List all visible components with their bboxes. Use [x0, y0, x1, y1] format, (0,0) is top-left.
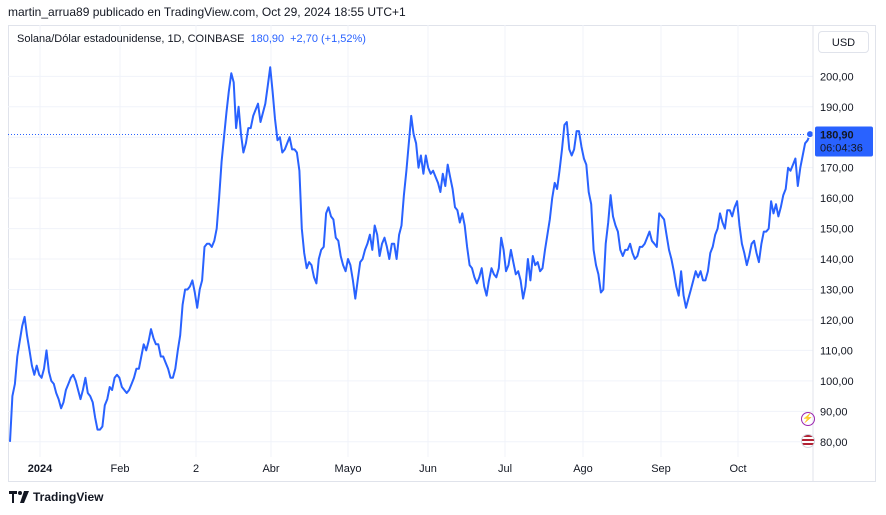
x-tick-label: Sep — [651, 463, 671, 475]
legend-change: +2,70 (+1,52%) — [290, 33, 366, 45]
tradingview-logo-icon — [9, 491, 29, 503]
chart-frame — [8, 25, 876, 482]
tradingview-logo-text: TradingView — [33, 490, 104, 504]
x-tick-label: 2 — [193, 463, 199, 475]
y-tick-label: 110,00 — [820, 345, 853, 357]
x-tick-label: Abr — [262, 463, 279, 475]
y-tick-label: 150,00 — [820, 224, 854, 236]
us-flag-icon[interactable] — [801, 434, 815, 448]
publisher-credit: martin_arrua89 publicado en TradingView.… — [8, 5, 406, 19]
symbol-title: Solana/Dólar estadounidense, 1D, COINBAS… — [17, 33, 245, 45]
x-tick-label: Ago — [573, 463, 593, 475]
bar-countdown: 06:04:36 — [820, 142, 863, 154]
y-tick-label: 190,00 — [820, 102, 854, 114]
tradingview-logo[interactable]: TradingView — [9, 490, 103, 504]
legend-price: 180,90 — [250, 33, 285, 45]
y-tick-label: 120,00 — [820, 315, 854, 327]
y-tick-label: 90,00 — [820, 406, 848, 418]
time-axis[interactable]: 2024 Feb 2 Abr Mayo Jun Jul Ago Sep Oct — [28, 463, 747, 475]
x-tick-label: Jul — [498, 463, 512, 475]
y-tick-label: 170,00 — [820, 163, 854, 175]
y-tick-label: 160,00 — [820, 193, 854, 205]
x-tick-label: 2024 — [28, 463, 53, 475]
y-tick-label: 200,00 — [820, 71, 854, 83]
y-tick-label: 100,00 — [820, 376, 854, 388]
lightning-icon[interactable]: ⚡ — [801, 412, 815, 426]
currency-button[interactable]: USD — [818, 31, 869, 53]
x-tick-label: Feb — [111, 463, 130, 475]
y-tick-label: 130,00 — [820, 285, 854, 297]
price-series-line — [9, 66, 811, 442]
grid-lines — [8, 25, 813, 457]
x-tick-label: Mayo — [335, 463, 362, 475]
x-tick-label: Oct — [729, 463, 746, 475]
y-tick-label: 80,00 — [820, 437, 848, 449]
price-chart[interactable]: 200,00190,00180,00170,00160,00150,00140,… — [8, 25, 876, 482]
symbol-legend[interactable]: Solana/Dólar estadounidense, 1D, COINBAS… — [17, 33, 366, 45]
last-price-label: 180,90 06:04:36 — [815, 126, 873, 157]
x-tick-label: Jun — [419, 463, 437, 475]
y-tick-label: 140,00 — [820, 254, 854, 266]
last-price-dot — [806, 130, 814, 139]
last-price-value: 180,90 — [820, 129, 854, 141]
